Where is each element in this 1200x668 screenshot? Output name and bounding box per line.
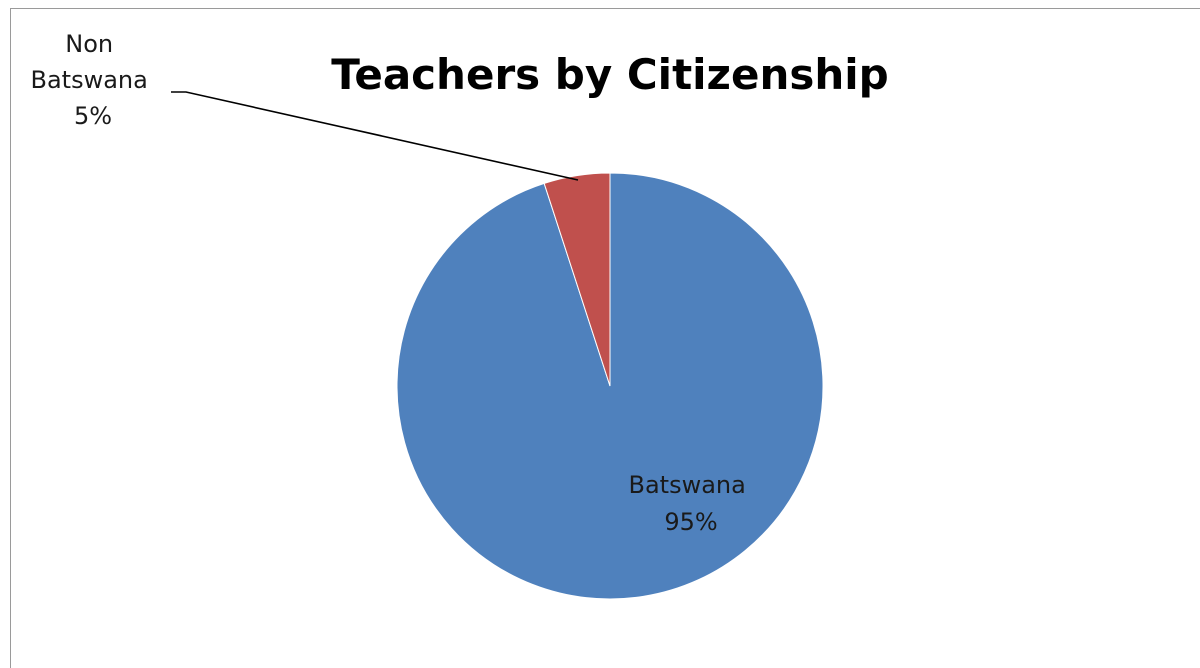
- pie-slices: [396, 172, 824, 600]
- data-label-non-batswana-line2: Batswana: [31, 66, 148, 94]
- data-label-non-batswana-line1: Non: [65, 30, 113, 58]
- pie-slice-non-batswana: [543, 172, 611, 387]
- data-label-batswana: Batswana 95%: [629, 471, 754, 536]
- data-label-batswana-line1: Batswana: [629, 471, 746, 499]
- data-label-non-batswana-line3: 5%: [74, 102, 112, 130]
- data-label-non-batswana: Non Batswana 5%: [31, 30, 156, 130]
- leader-line-non-batswana: [171, 91, 579, 181]
- chart-title: Teachers by Citizenship: [331, 50, 888, 99]
- data-label-batswana-line2: 95%: [664, 508, 717, 536]
